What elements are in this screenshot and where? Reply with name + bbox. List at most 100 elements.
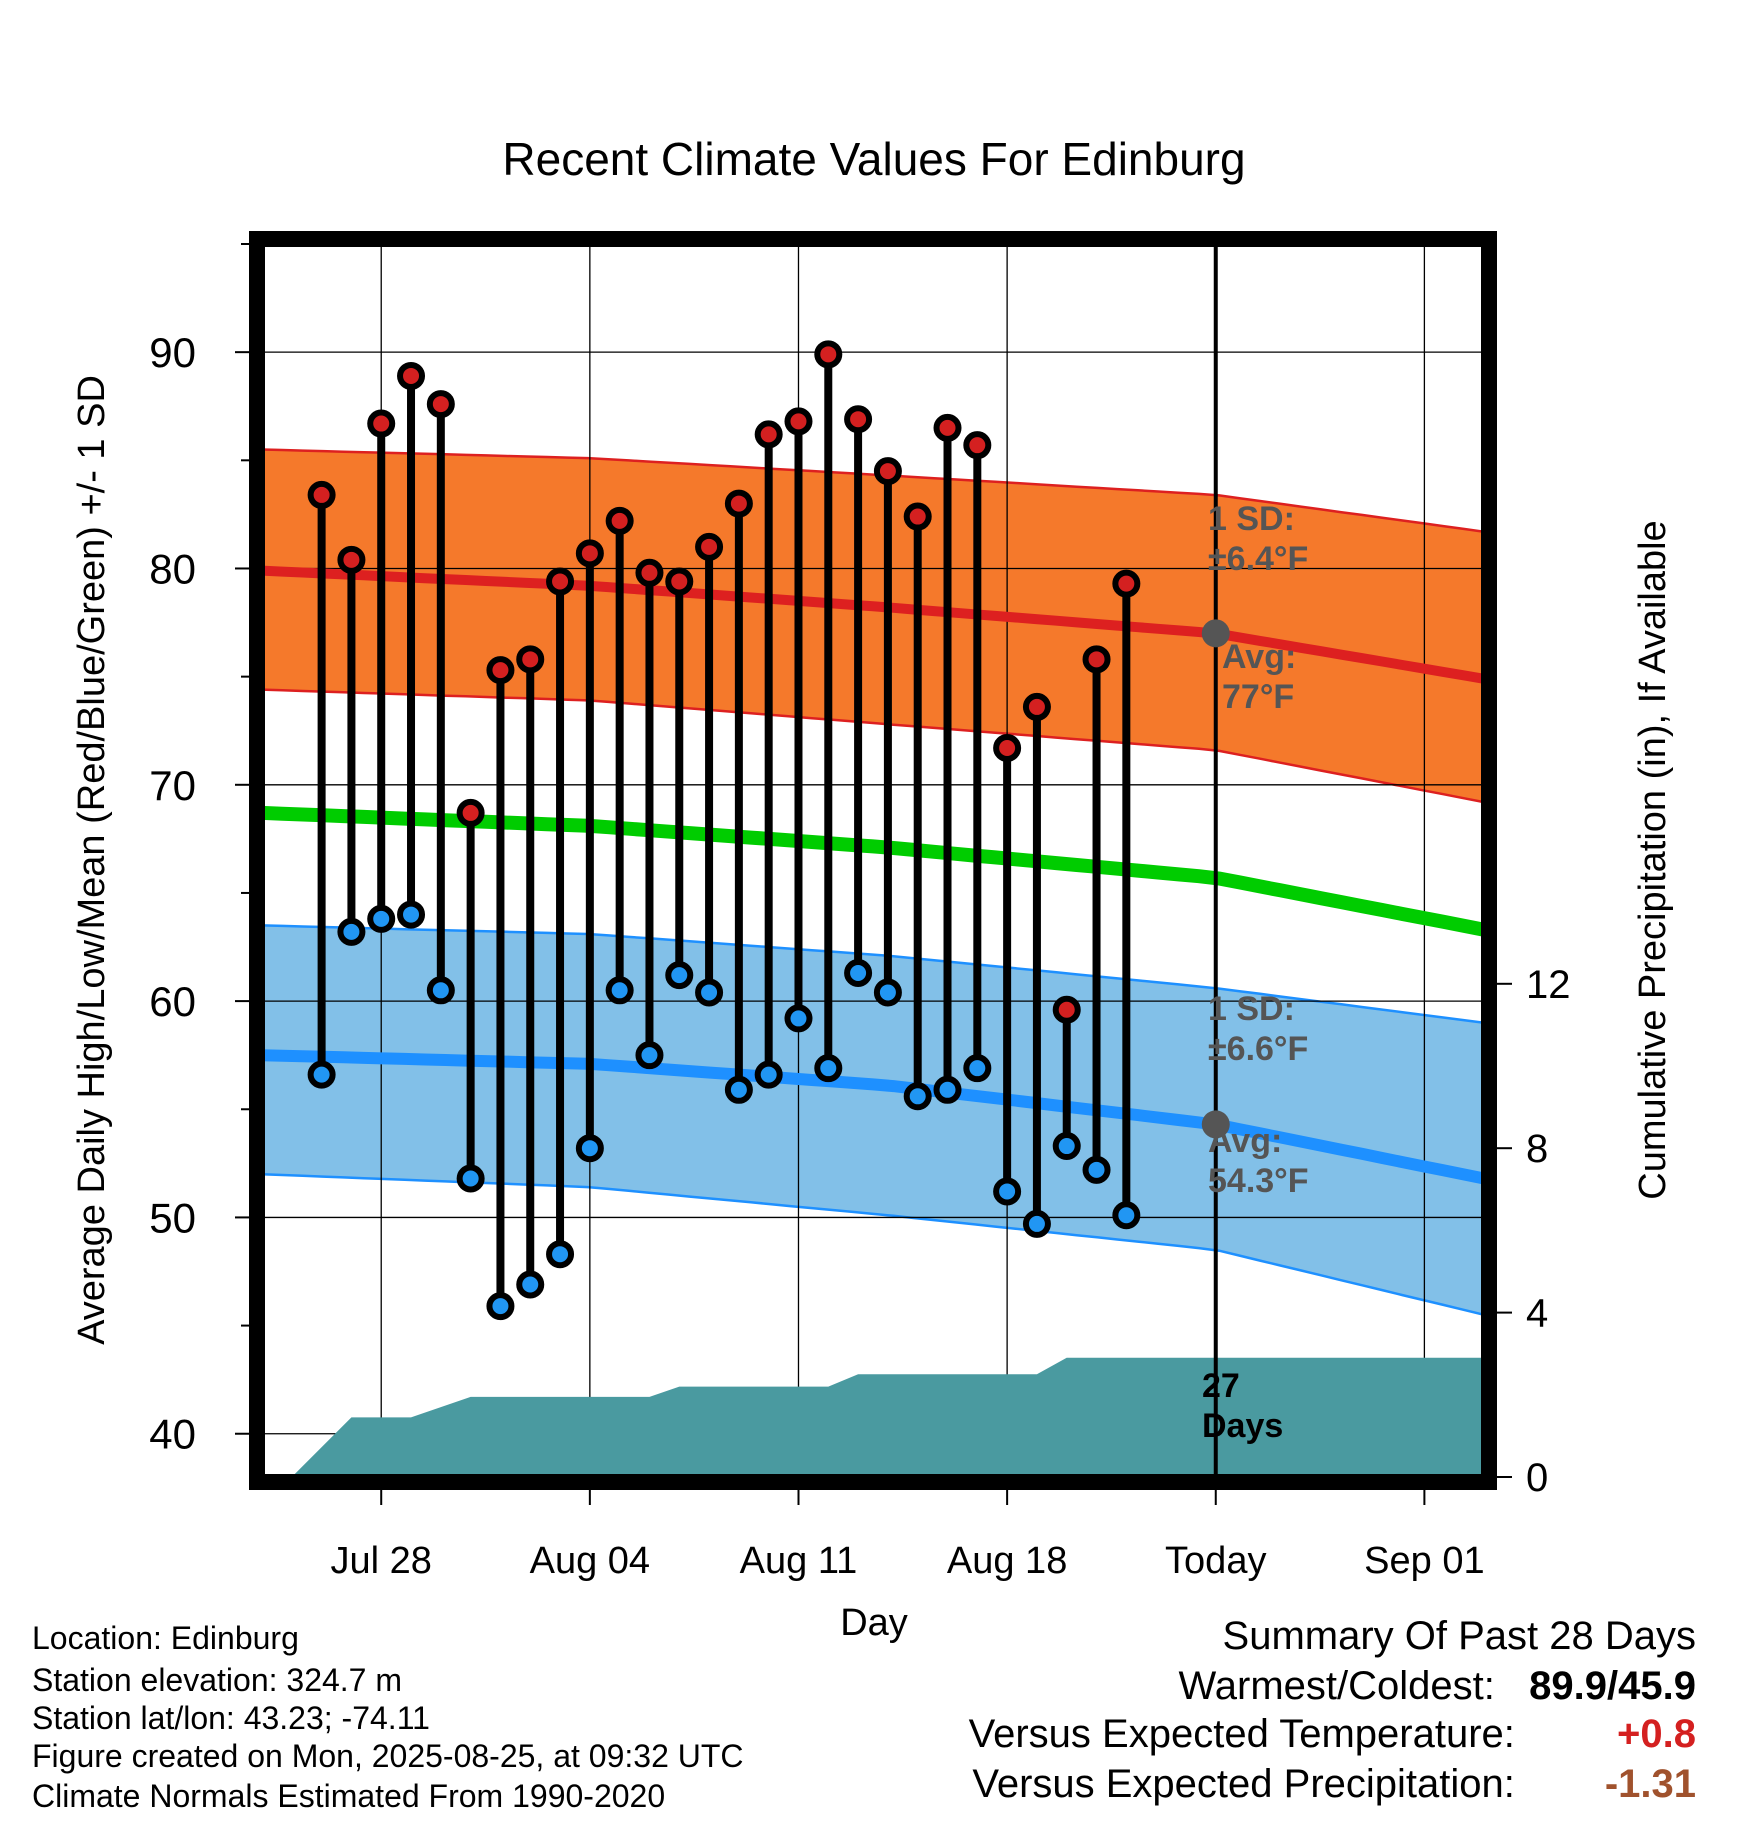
annotation-label: Avg: — [1222, 638, 1296, 676]
today-low-normal-marker — [1201, 1110, 1230, 1139]
warmest-label: Warmest/Coldest: — [1178, 1664, 1495, 1708]
daily-low-point — [1052, 1132, 1081, 1161]
daily-high-point — [307, 480, 336, 509]
daily-high-point — [963, 431, 992, 460]
daily-low-point — [486, 1292, 515, 1321]
daily-high-point — [873, 457, 902, 486]
daily-low-point — [605, 976, 634, 1005]
daily-low-point — [337, 917, 366, 946]
daily-high-point — [426, 390, 455, 419]
daily-high-point — [1082, 645, 1111, 674]
normals-text: Climate Normals Estimated From 1990-2020 — [32, 1778, 666, 1814]
daily-high-point — [516, 645, 545, 674]
x-tick-label: Aug 18 — [947, 1540, 1067, 1582]
low-sd-band-upper-line — [262, 924, 1484, 1024]
precip-label: Versus Expected Precipitation: — [972, 1762, 1515, 1806]
daily-high-point — [993, 734, 1022, 763]
location-text: Location: Edinburg — [32, 1620, 299, 1656]
high-sd-band-upper-line — [262, 448, 1484, 533]
y-tick-label: 40 — [149, 1411, 196, 1458]
daily-low-point — [784, 1004, 813, 1033]
daily-high-point — [844, 405, 873, 434]
precipitation-area — [262, 1357, 1484, 1477]
summary-temp-row: Versus Expected Temperature: +0.8 — [969, 1712, 1696, 1757]
temp-label: Versus Expected Temperature: — [968, 1712, 1515, 1756]
summary-panel: Summary Of Past 28 Days Warmest/Coldest:… — [896, 1614, 1696, 1828]
daily-high-point — [1052, 995, 1081, 1024]
daily-high-point — [695, 532, 724, 561]
x-tick-label: Today — [1165, 1540, 1266, 1582]
daily-low-point — [1112, 1201, 1141, 1230]
high-normal-line — [262, 565, 1484, 684]
daily-high-point — [784, 407, 813, 436]
annotation-value: Days — [1202, 1407, 1283, 1445]
daily-high-point — [1022, 692, 1051, 721]
daily-low-point — [933, 1075, 962, 1104]
daily-high-point — [635, 558, 664, 587]
plot-frame — [249, 231, 1497, 1490]
y-tick-label: 90 — [149, 329, 196, 376]
created-text: Figure created on Mon, 2025-08-25, at 09… — [32, 1738, 744, 1774]
summary-precip-row: Versus Expected Precipitation: -1.31 — [972, 1762, 1696, 1807]
annotation-label: Avg: — [1208, 1122, 1282, 1160]
temp-value: +0.8 — [1617, 1712, 1696, 1756]
annotation-label: 1 SD: — [1208, 990, 1295, 1028]
daily-low-point — [575, 1134, 604, 1163]
x-axis-label: Day — [840, 1602, 908, 1644]
y-tick-label: 50 — [149, 1194, 196, 1241]
daily-high-point — [724, 489, 753, 518]
daily-high-point — [933, 413, 962, 442]
daily-low-point — [695, 978, 724, 1007]
daily-low-point — [873, 978, 902, 1007]
daily-high-point — [605, 506, 634, 535]
daily-low-point — [397, 900, 426, 929]
daily-high-point — [814, 340, 843, 369]
daily-high-point — [337, 545, 366, 574]
y2-tick-label: 0 — [1526, 1456, 1548, 1500]
daily-low-point — [546, 1240, 575, 1269]
daily-low-point — [1022, 1209, 1051, 1238]
y2-tick-label: 8 — [1526, 1127, 1548, 1171]
y-axis-label: Average Daily High/Low/Mean (Red/Blue/Gr… — [71, 375, 113, 1345]
daily-high-point — [575, 539, 604, 568]
daily-low-point — [844, 958, 873, 987]
station-info: Location: Edinburg Station elevation: 32… — [32, 1620, 932, 1828]
annotation-value: ±6.6°F — [1208, 1030, 1308, 1068]
daily-low-point — [724, 1075, 753, 1104]
warmest-value: 89.9/45.9 — [1529, 1664, 1696, 1708]
daily-low-point — [516, 1270, 545, 1299]
daily-low-point — [665, 961, 694, 990]
x-tick-label: Jul 28 — [331, 1540, 432, 1582]
annotation-value: 77°F — [1222, 678, 1294, 716]
daily-low-point — [307, 1060, 336, 1089]
chart-title: Recent Climate Values For Edinburg — [502, 133, 1245, 185]
daily-low-point — [1082, 1155, 1111, 1184]
x-tick-label: Sep 01 — [1364, 1540, 1484, 1582]
summary-warmest-row: Warmest/Coldest: 89.9/45.9 — [1179, 1664, 1697, 1709]
daily-high-point — [754, 420, 783, 449]
annotation-label: 27 — [1202, 1367, 1240, 1405]
daily-high-point — [546, 567, 575, 596]
annotation-label: 1 SD: — [1208, 500, 1295, 538]
y-tick-label: 80 — [149, 545, 196, 592]
x-tick-label: Aug 11 — [740, 1540, 858, 1582]
y-tick-label: 70 — [149, 762, 196, 809]
daily-low-point — [903, 1082, 932, 1111]
daily-high-point — [486, 656, 515, 685]
annotation-value: ±6.4°F — [1208, 540, 1308, 578]
y-tick-label: 60 — [149, 978, 196, 1025]
high-sd-band-fill — [262, 449, 1484, 803]
daily-high-point — [903, 502, 932, 531]
daily-low-point — [963, 1054, 992, 1083]
y2-axis-label: Cumulative Precipitation (in), If Availa… — [1632, 520, 1674, 1199]
daily-low-point — [426, 976, 455, 1005]
y2-tick-label: 12 — [1526, 963, 1571, 1007]
elevation-text: Station elevation: 324.7 m — [32, 1662, 403, 1698]
daily-low-point — [814, 1054, 843, 1083]
daily-low-point — [456, 1164, 485, 1193]
annotation-value: 54.3°F — [1208, 1162, 1309, 1200]
low-normal-line — [262, 1049, 1484, 1185]
high-sd-band-lower-line — [262, 688, 1484, 804]
